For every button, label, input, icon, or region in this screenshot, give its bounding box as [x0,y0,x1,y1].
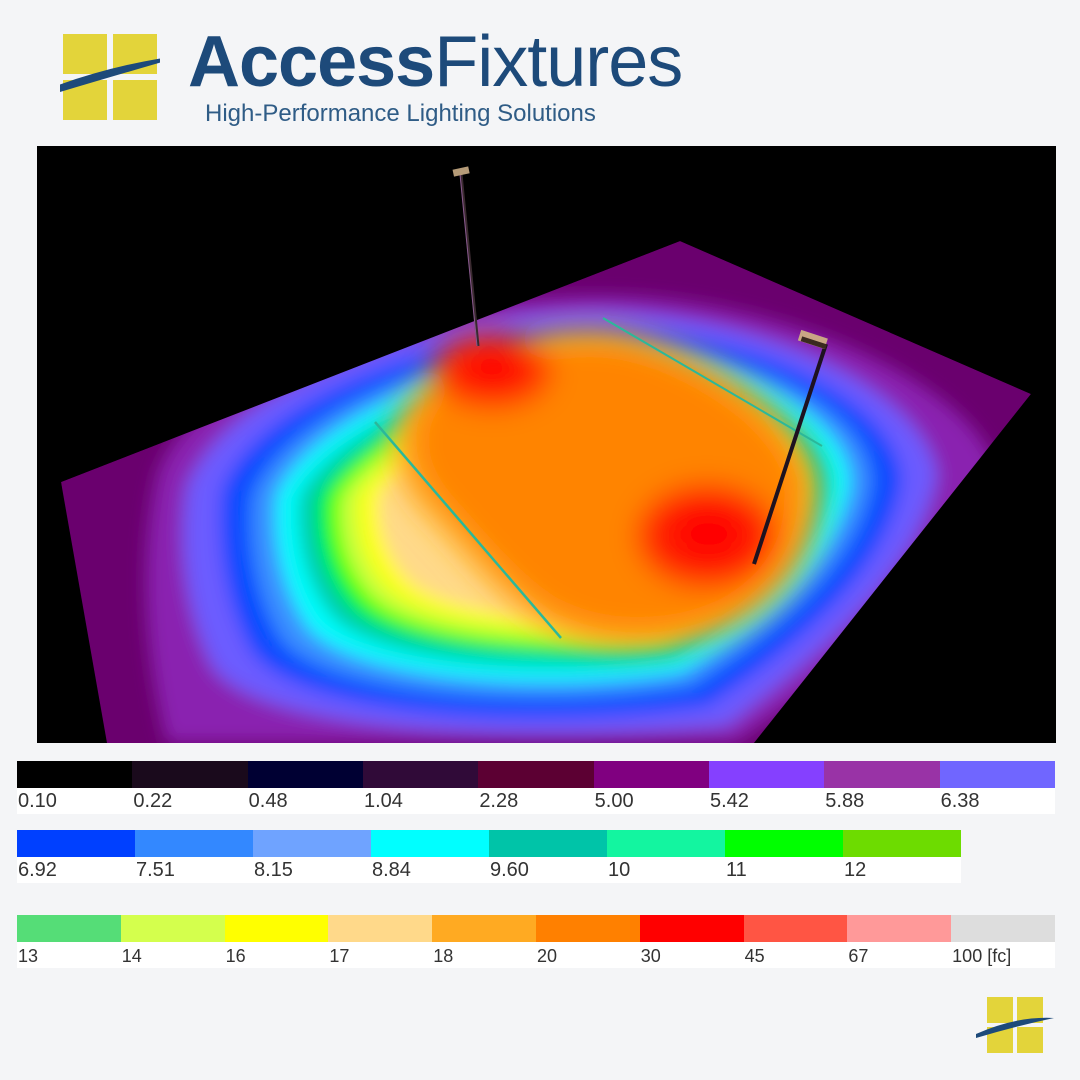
legend-swatch [939,761,1055,788]
legend-swatch [535,915,640,942]
legend-label: 100 [fc] [952,946,1012,966]
legend-label: 17 [329,946,350,966]
legend-label: 67 [848,946,869,966]
window-logo-icon [60,34,160,120]
legend-label: 0.22 [133,790,173,812]
legend-swatch [951,915,1055,942]
legend-swatch [432,915,536,942]
legend-swatch [120,915,225,942]
legend-label: 30 [640,946,661,966]
legend-label: 0.10 [18,790,57,812]
legend-swatch [132,761,248,788]
brand-name-bold: Access [188,22,435,102]
legend-label: 45 [744,946,765,966]
brand-name: AccessFixtures [188,22,683,102]
legend-label: 5.42 [709,790,749,812]
legend-swatch [253,830,371,857]
legend-swatches [17,761,1055,788]
legend-swatches [17,915,1055,942]
illuminance-heatmap [61,166,1031,743]
legend-swatch [607,830,725,857]
corner-window-logo-icon [976,997,1054,1053]
legend-swatch [224,915,329,942]
legend-label: 13 [18,946,39,966]
legend-swatch [135,830,253,857]
legend-swatch [847,915,952,942]
legend-swatch [17,761,133,788]
legend-swatch [824,761,940,788]
legend-label: 20 [536,946,558,966]
legend-swatch [371,830,489,857]
legend-swatch [843,830,961,857]
legend-swatch [17,830,135,857]
legend-swatch [593,761,709,788]
legend-swatch [743,915,848,942]
legend-label: 5.88 [825,790,865,812]
legend-row-1: 0.10 0.22 0.48 1.04 2.28 5.00 5.42 5.88 6.38 [17,761,1055,814]
legend-labels: 6.92 7.51 8.15 8.84 9.60 10 11 12 [17,857,961,883]
brand-name-light: Fixtures [434,22,683,102]
legend-swatch [17,915,121,942]
legend-swatch [489,830,607,857]
legend-swatch [362,761,479,788]
legend-label: 9.60 [490,859,529,881]
legend-label: 0.48 [248,790,288,812]
legend-swatch [725,830,843,857]
legend-swatch [478,761,594,788]
legend-labels: 0.10 0.22 0.48 1.04 2.28 5.00 5.42 5.88 6.38 [17,788,1055,814]
legend-label: 18 [433,946,454,966]
legend-swatch [247,761,363,788]
light-pole-left [452,166,480,347]
legend-label: 7.51 [136,859,175,881]
legend-swatches [17,830,961,857]
legend-label: 1.04 [363,790,403,812]
legend-label: 10 [608,859,631,881]
brand-tagline: High-Performance Lighting Solutions [205,100,596,127]
legend-labels: 13 14 16 17 18 20 30 45 67 100 [fc] [17,942,1055,968]
illuminance-render [37,146,1056,743]
legend-row-3: 13 14 16 17 18 20 30 45 67 100 [fc] [17,915,1055,968]
legend-swatch [639,915,744,942]
legend-label: 11 [726,859,747,881]
legend-label: 8.84 [372,859,411,881]
legend-label: 12 [844,859,867,881]
light-pole-right [752,329,828,565]
legend-row-2: 6.92 7.51 8.15 8.84 9.60 10 11 12 [17,830,961,883]
legend-label: 14 [121,946,142,966]
legend-label: 6.38 [940,790,980,812]
legend-label: 6.92 [18,859,57,881]
legend-label: 16 [225,946,246,966]
legend-label: 5.00 [594,790,634,812]
brand-logo: AccessFixtures High-Performance Lighting… [40,22,700,128]
legend-swatch [708,761,825,788]
legend-swatch [328,915,433,942]
legend-label: 2.28 [479,790,519,812]
legend-label: 8.15 [254,859,293,881]
